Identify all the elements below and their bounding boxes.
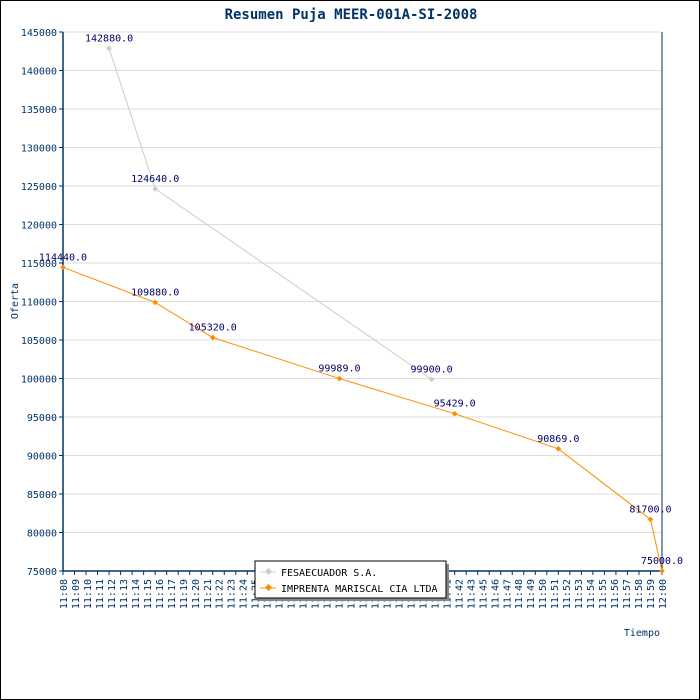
x-tick-label: 11:14 [131,579,142,609]
x-tick-label: 11:45 [478,579,489,609]
series-layer [60,45,665,574]
x-tick-label: 11:42 [454,579,465,609]
data-label: 142880.0 [85,33,133,44]
data-point [152,299,158,306]
y-tick-label: 95000 [27,413,57,424]
legend-box [254,560,447,599]
legend: FESAECUADOR S.A. IMPRENTA MARISCAL CIA LT… [254,560,449,601]
x-tick-label: 11:50 [538,579,549,609]
x-tick-label: 11:52 [562,579,573,609]
data-label: 90869.0 [537,434,579,445]
y-tick-label: 110000 [21,298,57,309]
data-label: 95429.0 [434,399,476,410]
data-labels: 142880.0 124640.0 99900.0 114440.0 109880.0 1… [39,33,683,567]
x-tick-label: 11:24 [239,579,250,609]
x-tick-label: 11:15 [143,579,154,609]
x-tick-label: 11:22 [215,579,226,609]
x-tick-label: 11:21 [203,579,214,609]
x-tick-label: 11:56 [610,579,621,609]
y-tick-label: 100000 [21,375,57,386]
data-point [152,185,158,192]
x-tick-label: 11:47 [502,579,513,609]
x-tick-label: 11:49 [526,579,537,609]
data-point [209,334,216,341]
y-tick-label: 125000 [21,182,57,193]
x-tick-label: 11:43 [466,579,477,609]
data-label: 109880.0 [131,287,179,298]
x-tick-label: 12:00 [658,579,669,609]
x-tick-label: 11:13 [119,579,130,609]
y-tick-label: 90000 [27,452,57,463]
y-tick-label: 105000 [21,336,57,347]
data-label: 124640.0 [131,174,179,185]
data-label: 99989.0 [318,364,360,375]
y-tick-label: 80000 [27,529,57,540]
x-tick-label: 11:46 [490,579,501,609]
x-tick-label: 11:16 [155,579,166,609]
x-tick-label: 11:58 [634,579,645,609]
legend-label: IMPRENTA MARISCAL CIA LTDA [281,584,438,595]
legend-label: FESAECUADOR S.A. [281,568,377,579]
y-axis-label: Oferta [10,283,21,319]
x-tick-label: 11:48 [514,579,525,609]
data-point [336,375,343,382]
data-point [451,410,458,417]
y-tick-label: 135000 [21,105,57,116]
x-tick-label: 11:57 [622,579,633,609]
series-line [62,266,663,572]
grid [63,31,662,572]
data-label: 81700.0 [629,504,671,515]
chart-title: Resumen Puja MEER-001A-SI-2008 [225,7,478,23]
data-point [428,376,435,383]
x-tick-label: 11:10 [83,579,94,609]
data-point [659,568,665,574]
x-axis-label: Tiempo [624,628,660,639]
data-label: 114440.0 [39,252,87,263]
x-tick-label: 11:55 [598,579,609,609]
x-tick-label: 11:53 [574,579,585,609]
x-tick-label: 11:08 [59,579,70,609]
data-label: 105320.0 [189,323,237,334]
x-tick-label: 11:20 [191,579,202,609]
x-tick-label: 11:23 [227,579,238,609]
y-tick-label: 115000 [21,259,57,270]
x-tick-label: 11:09 [71,579,82,609]
x-tick-label: 11:17 [167,579,178,609]
y-tick-label: 145000 [21,28,57,39]
legend-swatch-marker [264,567,273,576]
x-tick-label: 11:11 [95,579,106,609]
data-label: 99900.0 [411,364,453,375]
data-label: 75000.0 [641,556,683,567]
x-tick-label: 11:59 [646,579,657,609]
x-tick-label: 11:12 [107,579,118,609]
data-point [647,516,654,523]
y-tick-label: 85000 [27,490,57,501]
legend-swatch-marker [264,583,273,592]
y-tick-label: 120000 [21,221,57,232]
y-tick-label: 140000 [21,67,57,78]
x-tick-label: 11:54 [586,579,597,609]
y-tick-label: 130000 [21,144,57,155]
x-tick-label: 11:51 [550,579,561,609]
data-point [555,445,562,452]
x-tick-label: 11:19 [179,579,190,609]
y-tick-label: 75000 [27,567,57,578]
